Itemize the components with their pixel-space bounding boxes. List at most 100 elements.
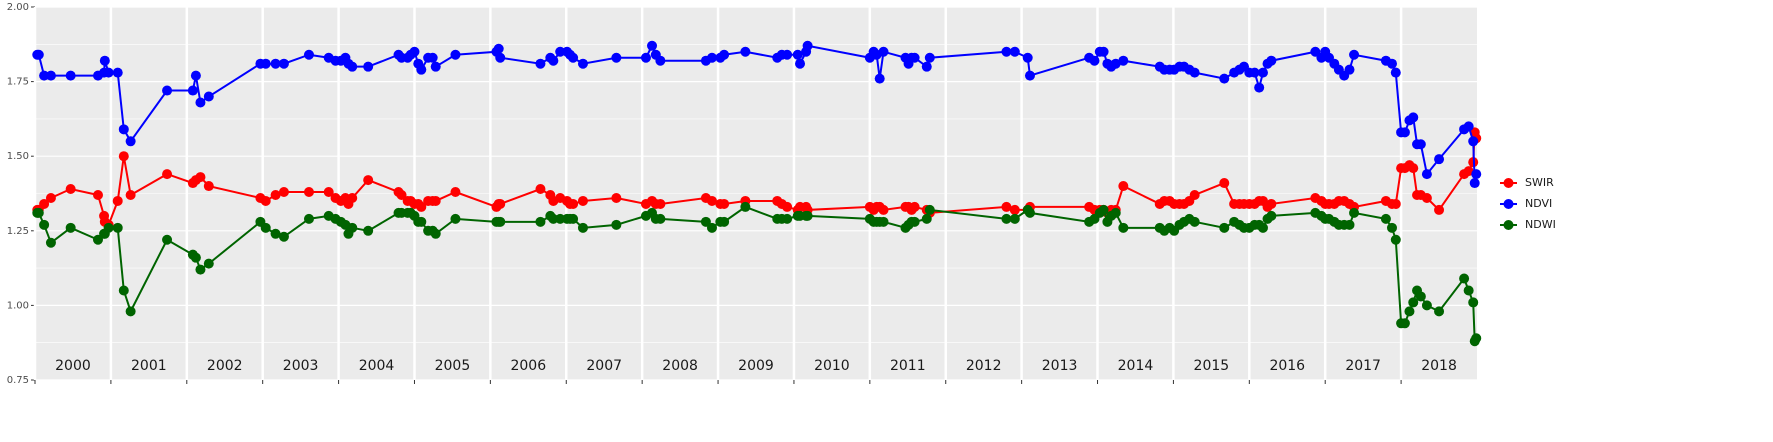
data-point (1415, 139, 1426, 150)
data-point (65, 184, 76, 195)
data-point (909, 52, 920, 63)
data-point (921, 213, 932, 224)
data-point (1390, 234, 1401, 245)
data-point (548, 213, 559, 224)
data-point (45, 70, 56, 81)
data-point (278, 58, 289, 69)
data-point (1001, 213, 1012, 224)
data-point (1408, 112, 1419, 123)
data-point (125, 189, 136, 200)
year-label: 2000 (55, 358, 91, 374)
data-point (782, 49, 793, 60)
data-point (162, 169, 173, 180)
data-point (535, 184, 546, 195)
data-point (112, 222, 123, 233)
data-point (112, 195, 123, 206)
data-point (1189, 67, 1200, 78)
data-point (1009, 213, 1020, 224)
data-point (203, 91, 214, 102)
data-point (416, 201, 427, 212)
data-point (347, 192, 358, 203)
year-label: 2015 (1194, 358, 1230, 374)
data-point (195, 97, 206, 108)
data-point (493, 43, 504, 54)
data-point (878, 216, 889, 227)
data-point (719, 198, 730, 209)
data-point (1219, 222, 1230, 233)
data-point (39, 198, 50, 209)
data-point (802, 210, 813, 221)
y-tick-label: 2.00 (7, 2, 29, 13)
data-point (278, 231, 289, 242)
y-tick-label: 0.75 (7, 375, 29, 386)
data-point (125, 136, 136, 147)
data-point (792, 49, 803, 60)
data-point (187, 85, 198, 96)
data-point (270, 228, 281, 239)
data-point (740, 201, 751, 212)
year-label: 2011 (890, 358, 926, 374)
year-label: 2017 (1345, 358, 1381, 374)
data-point (795, 58, 806, 69)
data-point (1390, 67, 1401, 78)
data-point (706, 222, 717, 233)
data-point (577, 195, 588, 206)
y-tick-label: 1.00 (7, 300, 29, 311)
data-point (1266, 210, 1277, 221)
data-point (1471, 169, 1482, 180)
data-point (1219, 178, 1230, 189)
data-point (450, 213, 461, 224)
data-point (112, 67, 123, 78)
data-point (1349, 207, 1360, 218)
data-point (1386, 222, 1397, 233)
data-point (782, 213, 793, 224)
legend-label: NDWI (1525, 218, 1556, 231)
data-point (430, 61, 441, 72)
data-point (1399, 127, 1410, 138)
y-tick-label: 1.50 (7, 151, 29, 162)
data-point (1189, 189, 1200, 200)
data-point (270, 189, 281, 200)
data-point (39, 219, 50, 230)
data-point (1349, 49, 1360, 60)
data-point (1024, 207, 1035, 218)
data-point (33, 49, 44, 60)
data-point (611, 219, 622, 230)
data-point (278, 187, 289, 198)
data-point (719, 49, 730, 60)
data-point (162, 85, 173, 96)
data-point (706, 52, 717, 63)
data-point (924, 204, 935, 215)
year-label: 2004 (359, 358, 395, 374)
data-point (39, 70, 50, 81)
data-point (740, 46, 751, 57)
data-point (1434, 204, 1445, 215)
data-point (568, 213, 579, 224)
data-point (1257, 67, 1268, 78)
data-point (719, 216, 730, 227)
data-point (495, 52, 506, 63)
data-point (1219, 73, 1230, 84)
legend-label: SWIR (1525, 176, 1554, 189)
data-point (303, 213, 314, 224)
year-label: 2014 (1118, 358, 1154, 374)
data-point (1463, 166, 1474, 177)
data-point (260, 195, 271, 206)
data-point (416, 64, 427, 75)
data-point (118, 151, 129, 162)
data-point (1110, 207, 1121, 218)
data-point (427, 52, 438, 63)
data-point (416, 216, 427, 227)
data-point (363, 61, 374, 72)
legend-label: NDVI (1525, 197, 1552, 210)
data-point (495, 216, 506, 227)
data-point (260, 222, 271, 233)
data-point (1001, 46, 1012, 57)
data-point (190, 70, 201, 81)
y-tick-label: 1.75 (7, 77, 29, 88)
data-point (1001, 201, 1012, 212)
data-point (909, 201, 920, 212)
year-label: 2003 (283, 358, 319, 374)
year-label: 2002 (207, 358, 243, 374)
data-point (1459, 273, 1470, 284)
